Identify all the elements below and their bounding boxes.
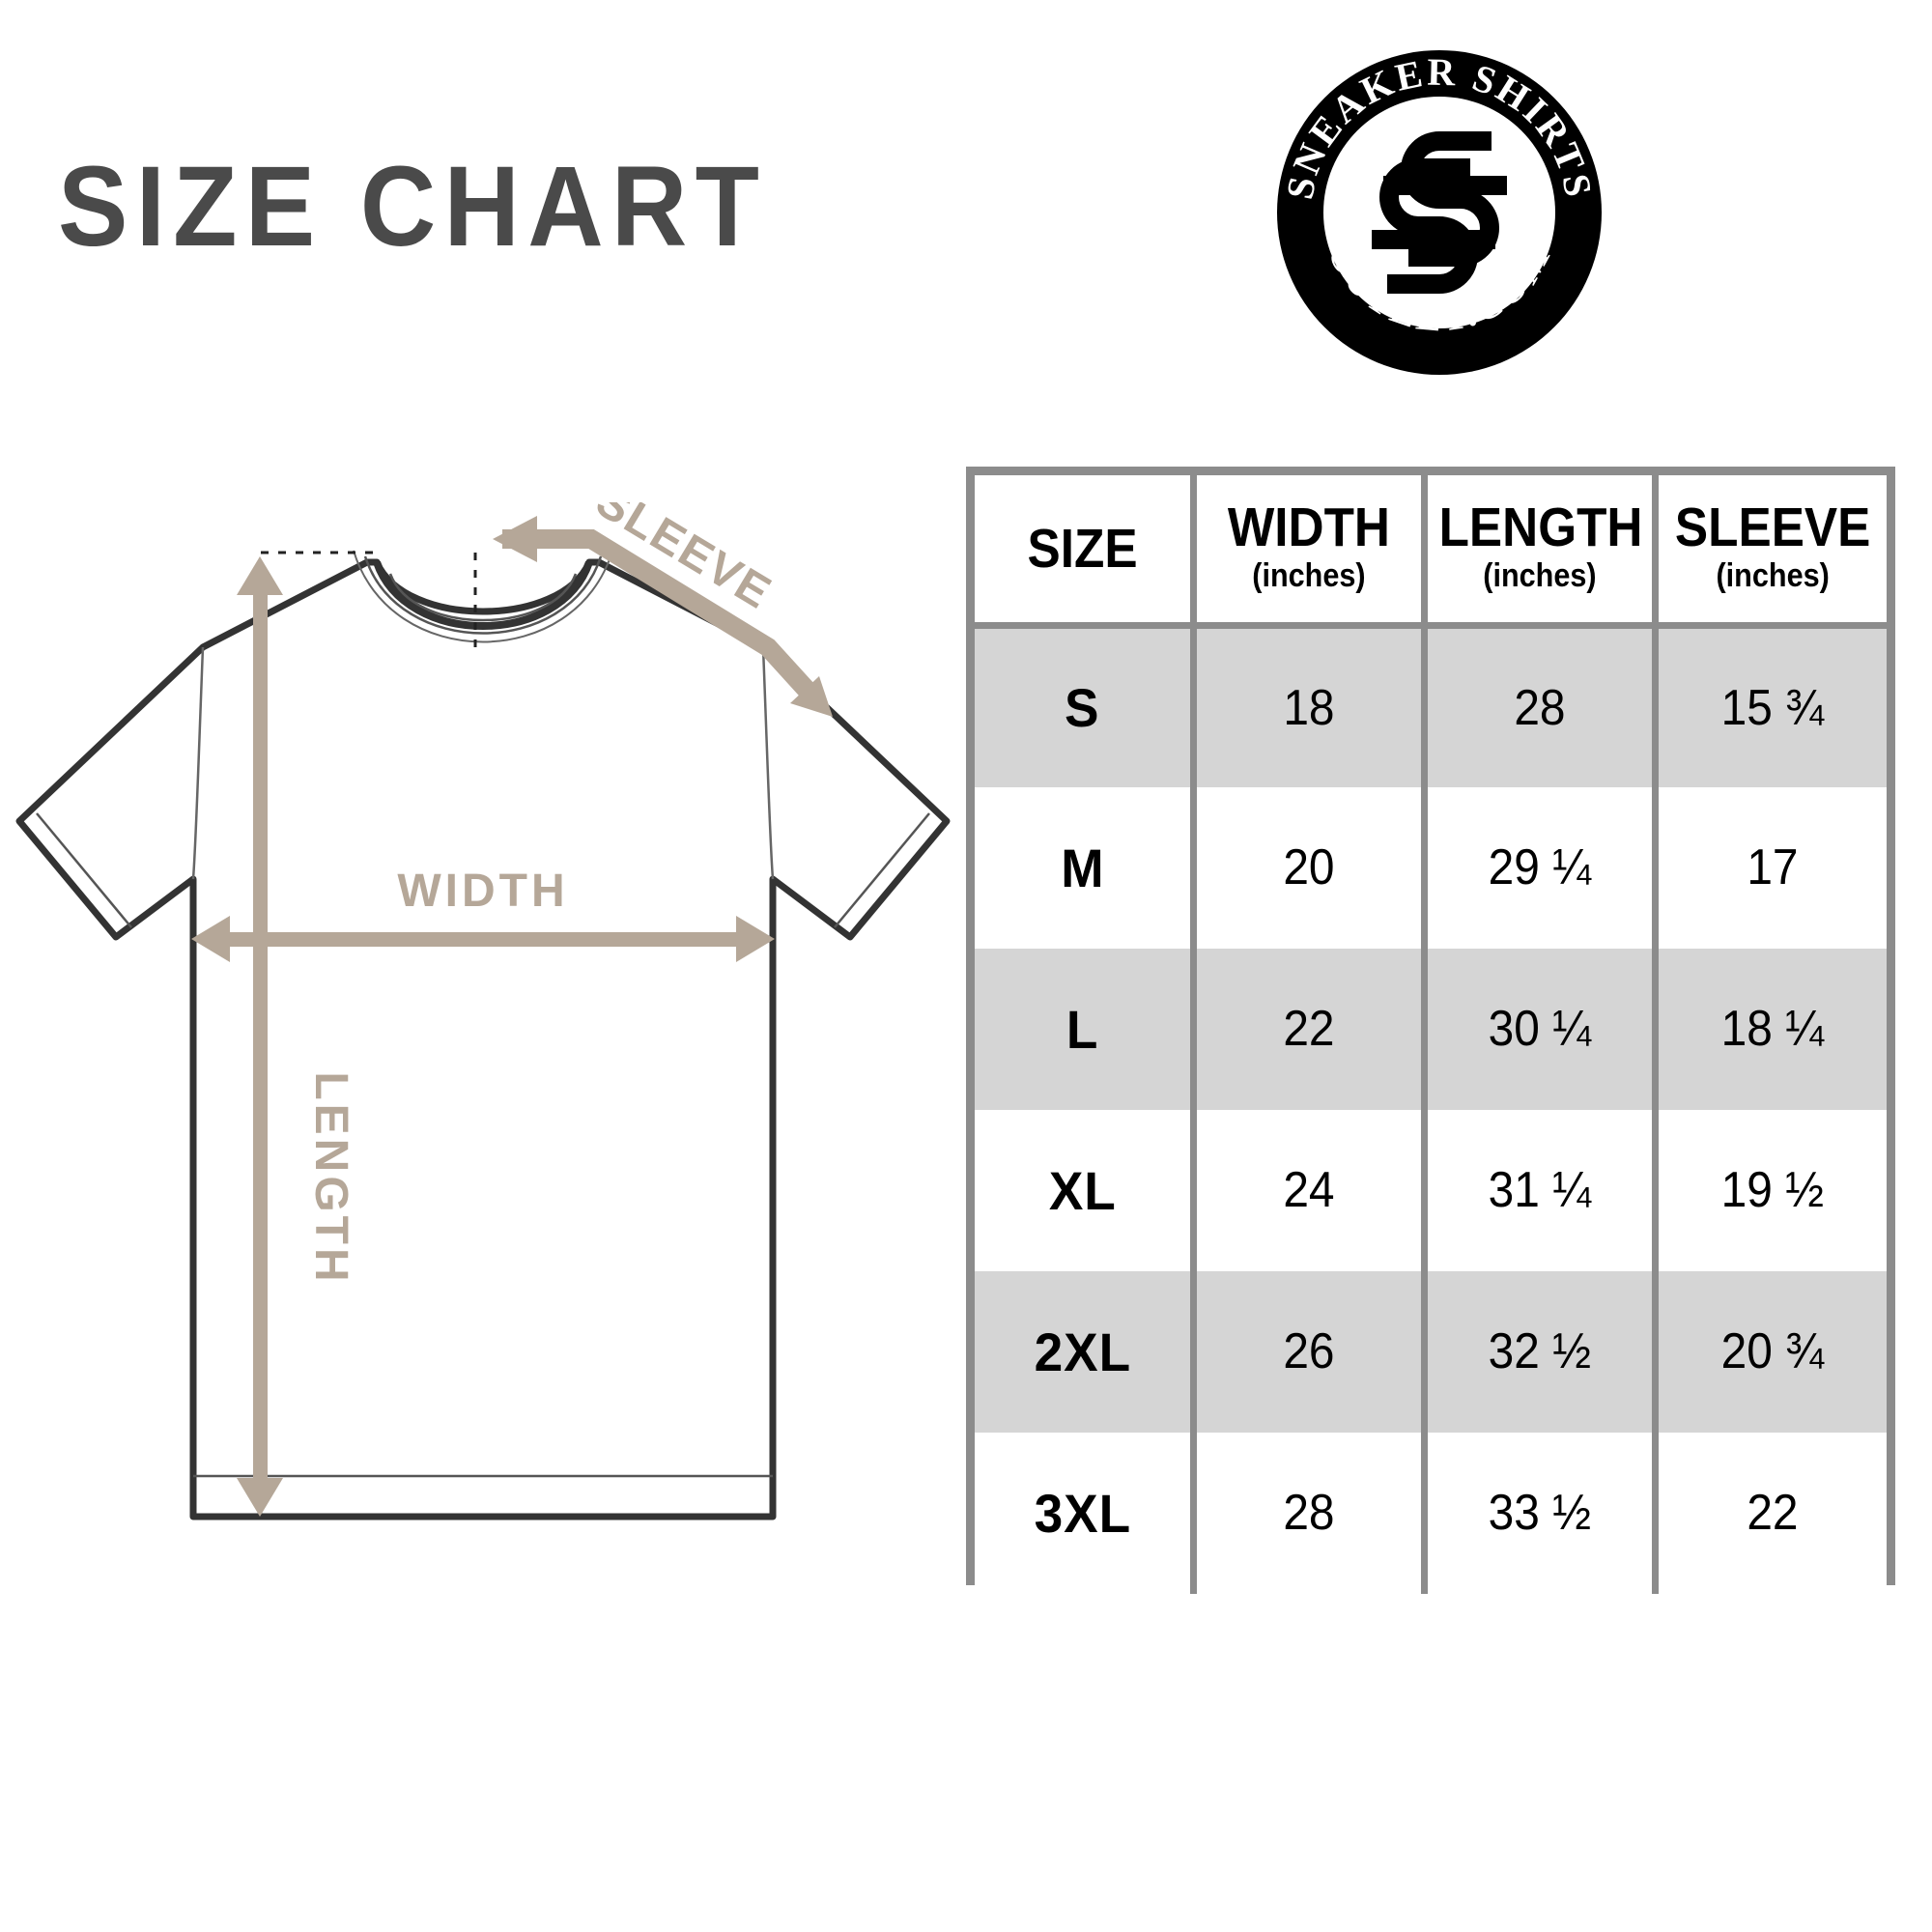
table-row: L 22 30 ¼ 18 ¼ — [975, 948, 1887, 1110]
cell-sleeve: 15 ¾ — [1651, 625, 1887, 787]
length-label: LENGTH — [305, 1071, 356, 1285]
table-row: S 18 28 15 ¾ — [975, 625, 1887, 787]
cell-width: 20 — [1190, 786, 1428, 949]
cell-width: 28 — [1190, 1432, 1428, 1594]
table-row: 3XL 28 33 ½ 22 — [975, 1432, 1887, 1594]
cell-length: 30 ¼ — [1420, 948, 1659, 1110]
cell-width: 18 — [1190, 625, 1428, 787]
tshirt-diagram: SLEEVE WIDTH LENGTH — [0, 502, 966, 1584]
table-row: XL 24 31 ¼ 19 ½ — [975, 1109, 1887, 1271]
length-value: 31 ¼ — [1488, 1162, 1591, 1218]
cell-size: 2XL — [975, 1270, 1198, 1433]
size-label: 3XL — [1034, 1482, 1131, 1544]
column-header-sleeve-units: (inches) — [1716, 557, 1830, 595]
column-header-length: LENGTH (inches) — [1420, 475, 1659, 629]
width-arrow — [191, 916, 775, 962]
column-header-length-label: LENGTH — [1438, 497, 1643, 559]
cell-sleeve: 22 — [1651, 1432, 1887, 1594]
width-value: 18 — [1283, 679, 1335, 736]
table-row: M 20 29 ¼ 17 — [975, 786, 1887, 949]
sleeve-value: 15 ¾ — [1720, 679, 1825, 736]
column-header-width-units: (inches) — [1252, 557, 1366, 595]
size-label: XL — [1048, 1159, 1117, 1221]
column-header-width-label: WIDTH — [1227, 497, 1391, 559]
cell-length: 29 ¼ — [1420, 786, 1659, 949]
sleeve-arrow — [493, 516, 833, 717]
cell-size: L — [975, 948, 1198, 1110]
cell-width: 26 — [1190, 1270, 1428, 1433]
cell-size: 3XL — [975, 1432, 1198, 1594]
column-header-size: SIZE — [975, 475, 1198, 629]
measure-guides — [261, 551, 477, 647]
length-value: 33 ½ — [1488, 1485, 1591, 1541]
table-header-row: SIZE WIDTH (inches) LENGTH (inches) SLEE… — [975, 475, 1887, 629]
logo-ring-inner — [1323, 97, 1555, 328]
tshirt-outline-icon — [15, 550, 951, 1520]
cell-width: 24 — [1190, 1109, 1428, 1271]
size-label: L — [1065, 998, 1099, 1060]
width-label: WIDTH — [397, 866, 568, 917]
width-value: 20 — [1283, 839, 1335, 895]
size-label: S — [1065, 677, 1100, 739]
cell-length: 33 ½ — [1420, 1432, 1659, 1594]
cell-length: 32 ½ — [1420, 1270, 1659, 1433]
sleeve-value: 18 ¼ — [1720, 1001, 1825, 1057]
width-value: 28 — [1283, 1485, 1335, 1541]
cell-size: M — [975, 786, 1198, 949]
cell-sleeve: 17 — [1651, 786, 1887, 949]
length-value: 28 — [1514, 679, 1566, 736]
column-header-width: WIDTH (inches) — [1190, 475, 1428, 629]
size-table: SIZE WIDTH (inches) LENGTH (inches) SLEE… — [966, 467, 1895, 1594]
length-value: 32 ½ — [1488, 1323, 1591, 1379]
length-value: 30 ¼ — [1488, 1001, 1591, 1057]
cell-sleeve: 18 ¼ — [1651, 948, 1887, 1110]
width-value: 26 — [1283, 1323, 1335, 1379]
table-row: 2XL 26 32 ½ 20 ¾ — [975, 1270, 1887, 1433]
width-value: 22 — [1283, 1001, 1335, 1057]
cell-length: 28 — [1420, 625, 1659, 787]
sleeve-value: 17 — [1747, 839, 1799, 895]
brand-logo: SNEAKER SHIRTS OUTLET.COM — [1267, 41, 1611, 384]
column-header-size-label: SIZE — [1027, 517, 1138, 580]
cell-size: S — [975, 625, 1198, 787]
length-value: 29 ¼ — [1488, 839, 1591, 895]
size-label: M — [1060, 837, 1105, 898]
column-header-sleeve-label: SLEEVE — [1674, 497, 1871, 559]
logo-monogram-icon — [1372, 131, 1507, 294]
cell-sleeve: 20 ¾ — [1651, 1270, 1887, 1433]
cell-length: 31 ¼ — [1420, 1109, 1659, 1271]
cell-width: 22 — [1190, 948, 1428, 1110]
cell-size: XL — [975, 1109, 1198, 1271]
length-arrow — [237, 556, 283, 1517]
column-header-sleeve: SLEEVE (inches) — [1651, 475, 1887, 629]
cell-sleeve: 19 ½ — [1651, 1109, 1887, 1271]
page-title: SIZE CHART — [58, 143, 768, 270]
size-label: 2XL — [1034, 1321, 1131, 1382]
column-header-length-units: (inches) — [1483, 557, 1597, 595]
sleeve-value: 22 — [1747, 1485, 1799, 1541]
sleeve-value: 19 ½ — [1720, 1162, 1825, 1218]
sleeve-value: 20 ¾ — [1720, 1323, 1825, 1379]
width-value: 24 — [1283, 1162, 1335, 1218]
